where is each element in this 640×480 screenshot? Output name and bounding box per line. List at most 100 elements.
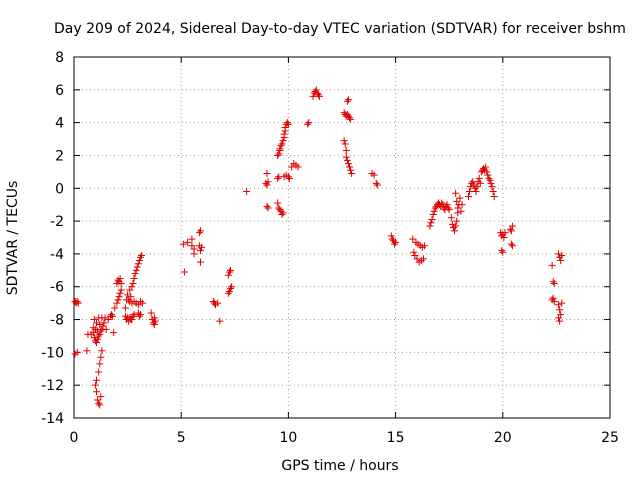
data-point (452, 222, 460, 230)
data-point (124, 291, 132, 299)
data-point (83, 347, 91, 355)
data-point (309, 92, 317, 100)
data-point (138, 252, 146, 260)
data-point (453, 197, 461, 205)
data-point (482, 163, 490, 171)
data-point (498, 247, 506, 255)
data-point (444, 204, 452, 212)
data-point (147, 309, 155, 317)
data-point (274, 174, 282, 182)
data-point (264, 178, 272, 186)
data-point (456, 194, 464, 202)
data-point (263, 181, 271, 189)
data-point (485, 174, 493, 182)
data-point (343, 97, 351, 105)
data-point (464, 192, 472, 200)
data-point (501, 229, 509, 237)
x-tick-label: 20 (494, 430, 512, 446)
data-point (555, 250, 563, 258)
data-point (116, 289, 124, 297)
data-point (487, 179, 495, 187)
data-point (372, 179, 380, 187)
data-point (283, 119, 291, 127)
data-point (97, 327, 105, 335)
data-point (276, 206, 284, 214)
data-point (113, 299, 121, 307)
data-point (102, 325, 110, 333)
data-point (314, 91, 322, 99)
data-point (117, 279, 125, 287)
data-point (132, 266, 140, 274)
data-point (312, 86, 320, 94)
data-point (151, 317, 159, 325)
data-point (135, 256, 143, 264)
data-point (467, 183, 475, 191)
data-point (134, 260, 142, 268)
x-tick-label: 5 (177, 430, 186, 446)
data-point (190, 250, 198, 258)
x-tick-label: 25 (601, 430, 619, 446)
data-point (131, 270, 139, 278)
data-point (429, 211, 437, 219)
data-point (341, 140, 349, 148)
data-point (225, 268, 233, 276)
data-point (97, 353, 105, 361)
y-tick-label: 6 (55, 83, 64, 99)
data-point (342, 147, 350, 155)
data-point (305, 119, 313, 127)
data-point (484, 171, 492, 179)
data-point (73, 297, 81, 305)
data-point (507, 227, 515, 235)
data-point (278, 211, 286, 219)
data-point (101, 314, 109, 322)
y-tick-label: -12 (41, 378, 64, 394)
data-point (427, 219, 435, 227)
data-point (225, 288, 233, 296)
data-point (214, 299, 222, 307)
data-point (315, 92, 323, 100)
data-point (111, 304, 119, 312)
data-point (196, 247, 204, 255)
data-point (486, 176, 494, 184)
y-axis-label: SDTVAR / TECUs (5, 181, 21, 296)
data-point (188, 235, 196, 243)
data-point (284, 173, 292, 181)
data-point (263, 170, 271, 178)
data-point (340, 137, 348, 145)
data-point (100, 319, 108, 327)
data-point (96, 401, 104, 409)
data-point (96, 330, 104, 338)
data-point (279, 209, 287, 217)
data-point (508, 222, 516, 230)
data-point (555, 301, 563, 309)
data-point (198, 243, 206, 251)
data-point (150, 320, 158, 328)
data-point (139, 299, 147, 307)
x-tick-label: 15 (387, 430, 405, 446)
data-point (346, 114, 354, 122)
y-tick-label: -4 (50, 247, 64, 263)
data-point (304, 120, 312, 128)
data-point (93, 376, 101, 384)
data-point (216, 317, 224, 325)
data-point (343, 156, 351, 164)
data-point (127, 293, 135, 301)
data-point (108, 311, 116, 319)
data-point (150, 314, 158, 322)
y-tick-label: 4 (55, 116, 64, 132)
data-point (409, 235, 417, 243)
data-point (489, 188, 497, 196)
data-point (453, 217, 461, 225)
data-point (243, 188, 251, 196)
data-point (348, 170, 356, 178)
data-point (135, 312, 143, 320)
data-point (373, 181, 381, 189)
data-point (488, 183, 496, 191)
data-point (136, 253, 144, 261)
data-point (499, 248, 507, 256)
data-point (457, 207, 465, 215)
data-point (128, 283, 136, 291)
data-point (96, 360, 104, 368)
data-point (447, 214, 455, 222)
